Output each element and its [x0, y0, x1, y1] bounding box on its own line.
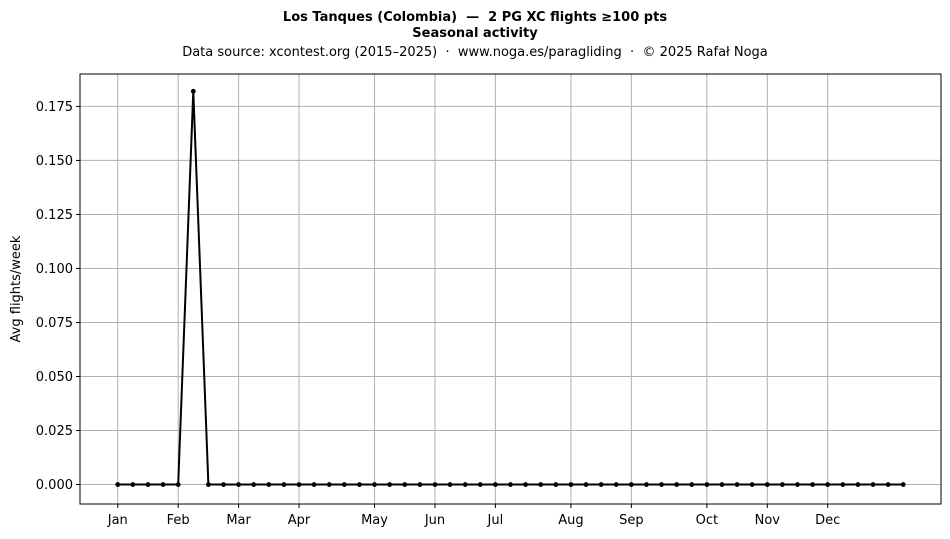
data-point: [477, 482, 483, 487]
y-tick-label: 0.000: [36, 478, 73, 493]
data-point: [372, 482, 377, 487]
data-point: [659, 482, 664, 487]
data-point: [221, 482, 226, 487]
x-tick-label: Nov: [755, 513, 781, 528]
data-point: [341, 482, 347, 487]
data-point: [145, 482, 151, 487]
chart-title: Los Tanques (Colombia) — 2 PG XC flights…: [283, 10, 667, 25]
y-tick-label: 0.025: [36, 424, 73, 439]
x-tick-label: Jan: [107, 513, 128, 528]
x-tick-label: Dec: [815, 513, 840, 528]
x-tick-label: Mar: [226, 513, 251, 528]
data-point: [251, 482, 257, 487]
data-point: [357, 482, 362, 487]
data-point: [810, 482, 816, 487]
data-point: [870, 482, 876, 487]
axis-ticks: 0.000 0.025 0.050 0.075 0.100 0.125 0.150 0.175…: [36, 100, 841, 528]
data-point: [719, 482, 725, 487]
data-point: [417, 482, 423, 487]
plot-frame: [79, 73, 942, 505]
data-point: [628, 482, 634, 487]
data-point: [568, 482, 574, 487]
data-point: [508, 482, 513, 487]
data-point: [795, 482, 800, 487]
data-point: [281, 482, 287, 487]
data-point: [190, 88, 196, 94]
data-point: [236, 482, 242, 487]
data-point: [689, 482, 695, 487]
data-point: [900, 482, 906, 487]
data-point: [402, 482, 408, 487]
grid: [80, 74, 941, 504]
data-point: [734, 482, 740, 487]
x-tick-label: May: [361, 513, 388, 528]
data-point: [598, 482, 604, 487]
x-tick-label: Oct: [696, 513, 718, 528]
data-point: [326, 482, 332, 487]
y-tick-label: 0.100: [36, 262, 73, 277]
data-point: [825, 482, 831, 487]
y-tick-label: 0.050: [36, 370, 73, 385]
chart-source: Data source: xcontest.org (2015–2025) · …: [182, 45, 768, 60]
y-tick-label: 0.075: [36, 316, 73, 331]
data-point: [749, 482, 755, 487]
data-point: [205, 482, 211, 487]
data-point: [462, 482, 468, 487]
data-point: [523, 482, 529, 487]
data-point: [296, 482, 302, 487]
data-point: [885, 482, 891, 487]
y-tick-label: 0.150: [36, 154, 73, 169]
x-tick-label: Aug: [558, 513, 583, 528]
y-axis-label: Avg flights/week: [9, 235, 24, 342]
series-line-path: [117, 91, 904, 486]
data-point: [840, 482, 846, 487]
data-point: [130, 482, 136, 487]
x-tick-label: Feb: [167, 513, 190, 528]
series-line: [115, 88, 906, 487]
y-tick-label: 0.125: [36, 208, 73, 223]
data-point: [538, 482, 544, 487]
data-point: [855, 482, 861, 487]
data-point: [674, 482, 680, 487]
data-point: [583, 482, 589, 487]
data-point: [432, 482, 438, 487]
data-point: [704, 482, 710, 487]
x-tick-label: Apr: [288, 513, 311, 528]
x-tick-label: Jul: [487, 513, 504, 528]
data-point: [492, 482, 498, 487]
x-tick-label: Sep: [619, 513, 644, 528]
data-point: [553, 482, 559, 487]
data-point: [175, 482, 181, 487]
data-point: [644, 482, 649, 487]
x-tick-label: Jun: [424, 513, 445, 528]
data-point: [764, 482, 770, 487]
data-point: [311, 482, 317, 487]
data-point: [613, 482, 619, 487]
data-point: [779, 482, 785, 487]
data-point: [447, 482, 453, 487]
data-point: [160, 482, 166, 487]
data-point: [387, 482, 393, 487]
y-tick-label: 0.175: [36, 100, 73, 115]
data-point: [266, 482, 272, 487]
chart-subtitle: Seasonal activity: [412, 26, 538, 41]
data-point: [115, 482, 121, 487]
